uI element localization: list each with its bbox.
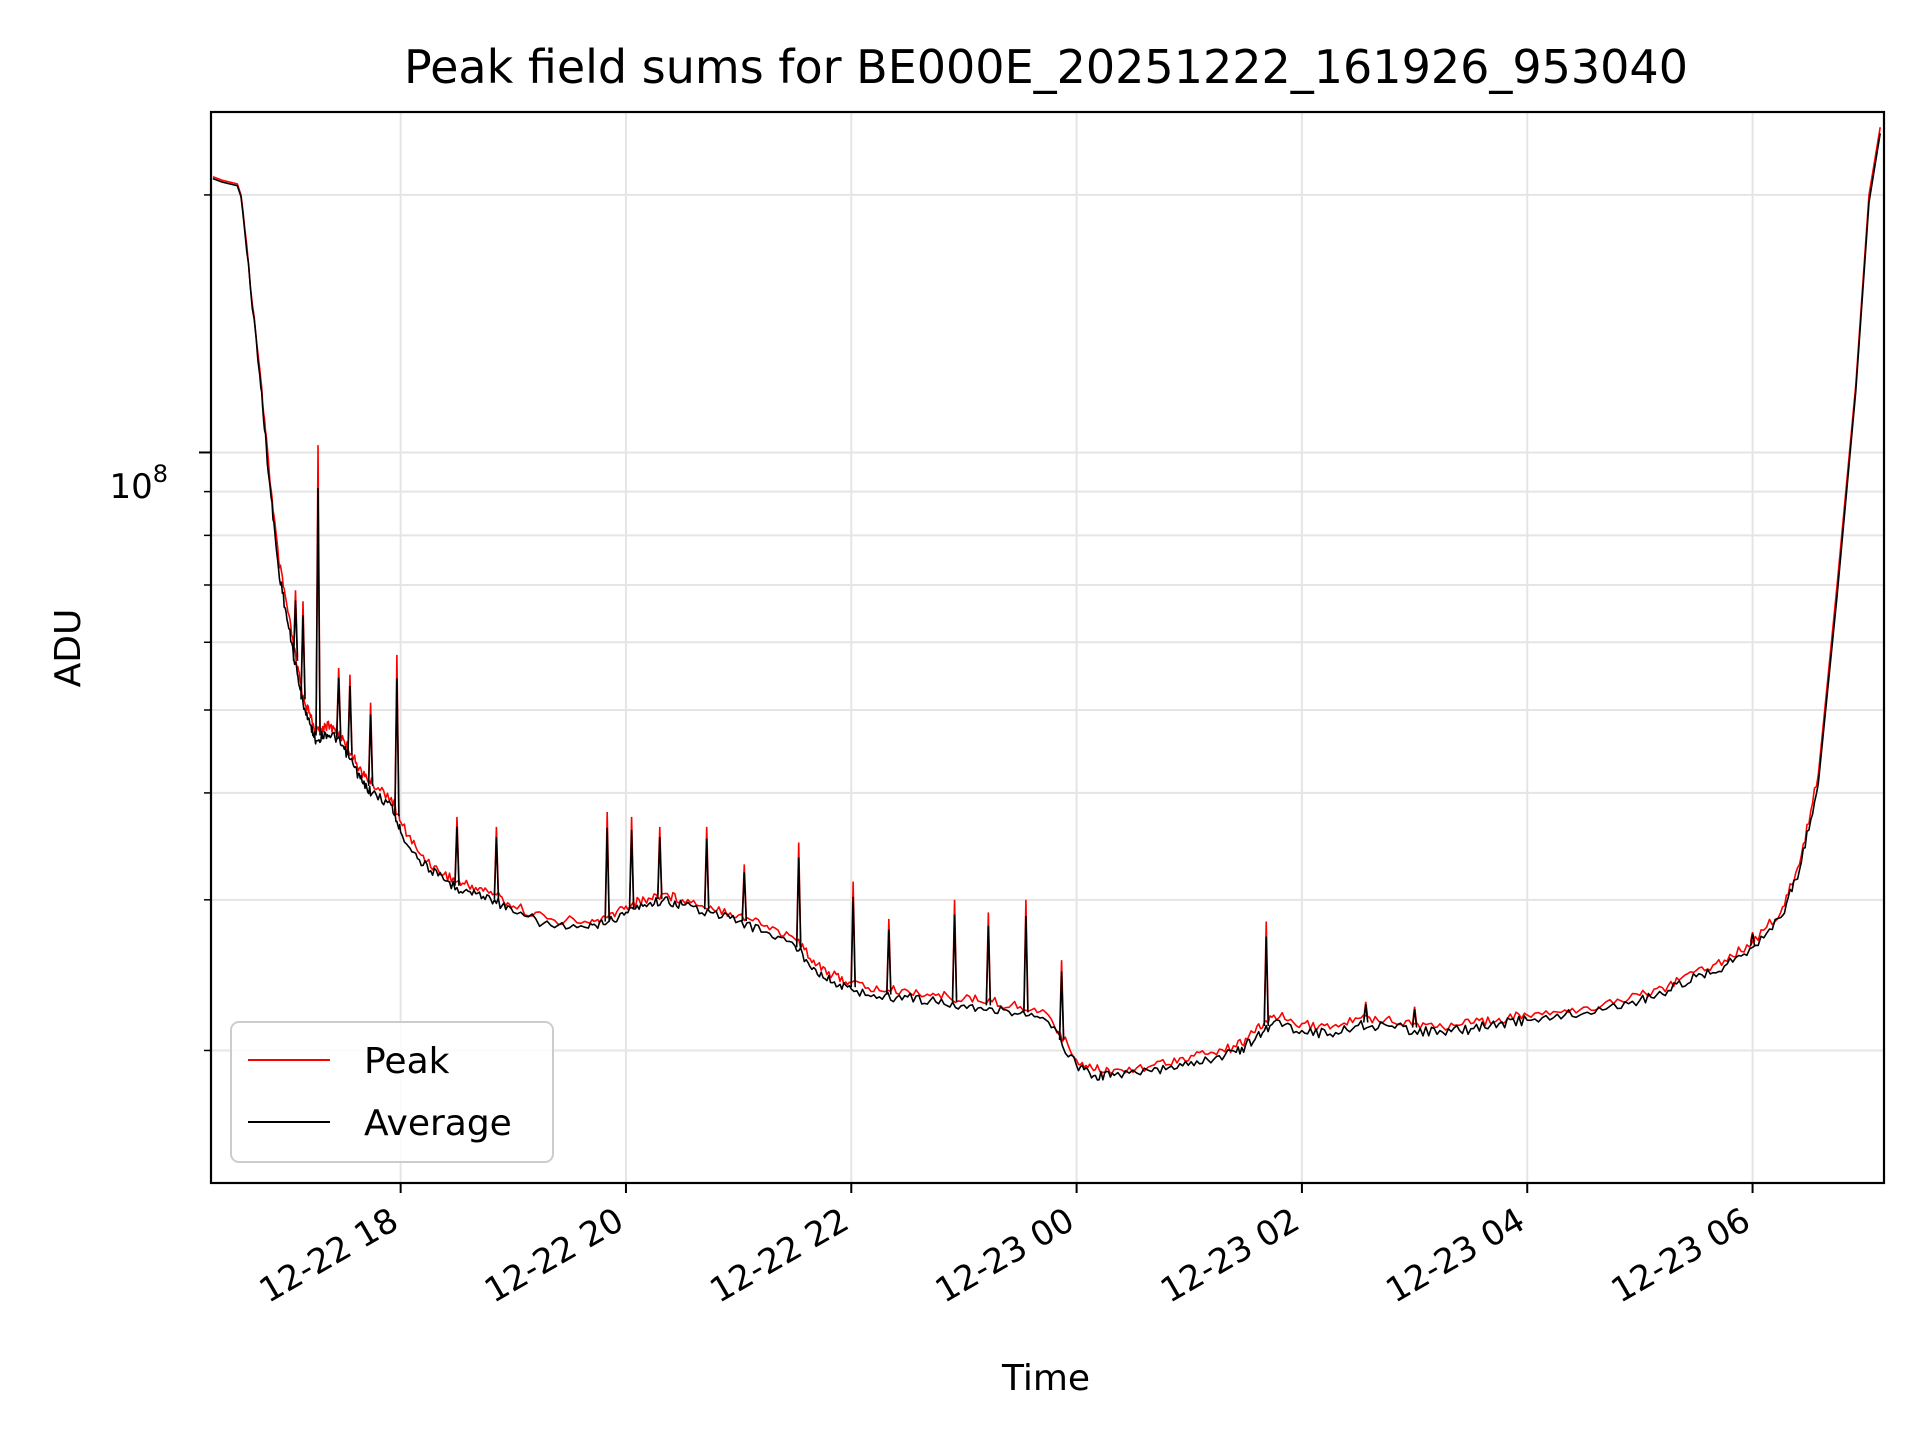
legend-box — [230, 1021, 554, 1163]
average-spike — [1023, 916, 1029, 1013]
legend-label-average: Average — [364, 1103, 512, 1144]
average-spike — [1749, 933, 1756, 946]
average-spike — [493, 837, 500, 899]
legend: Peak Average — [230, 1021, 554, 1163]
average-spike — [886, 929, 892, 995]
average-spike — [656, 837, 663, 899]
average-spike — [315, 488, 321, 736]
y-axis-label: ADU — [48, 609, 89, 688]
plot-series — [212, 127, 1881, 1081]
legend-label-peak: Peak — [364, 1041, 450, 1082]
average-spike — [985, 925, 992, 1006]
x-axis-label: Time — [1001, 1358, 1090, 1399]
average-spike — [703, 838, 710, 910]
average-spike — [741, 872, 748, 922]
average-spike — [1411, 1009, 1418, 1028]
average-spike — [1058, 971, 1065, 1040]
average-spike — [300, 615, 306, 700]
average-spike — [454, 826, 460, 886]
y-axis: 108 — [109, 194, 211, 1052]
average-spike — [1263, 936, 1270, 1026]
y-tick-label-major: 108 — [109, 460, 168, 507]
series-line-average — [212, 133, 1881, 1081]
average-spike — [951, 914, 958, 1002]
average-spike — [850, 896, 856, 988]
chart-title: Peak field sums for BE000E_20251222_1619… — [404, 40, 1688, 94]
y-tick-base: 10 — [109, 467, 152, 507]
average-spike — [347, 686, 353, 755]
average-spike — [604, 827, 610, 922]
series-line-peak — [212, 127, 1881, 1075]
grid — [211, 112, 1884, 1183]
average-spike — [1362, 1004, 1369, 1023]
average-spike — [795, 857, 802, 948]
average-spike — [628, 829, 635, 909]
average-spike — [394, 678, 400, 817]
plot-frame — [209, 110, 1886, 1185]
average-spike — [335, 677, 342, 738]
average-spike — [292, 600, 299, 661]
average-spike — [367, 714, 374, 786]
y-tick-exponent: 8 — [153, 460, 168, 488]
